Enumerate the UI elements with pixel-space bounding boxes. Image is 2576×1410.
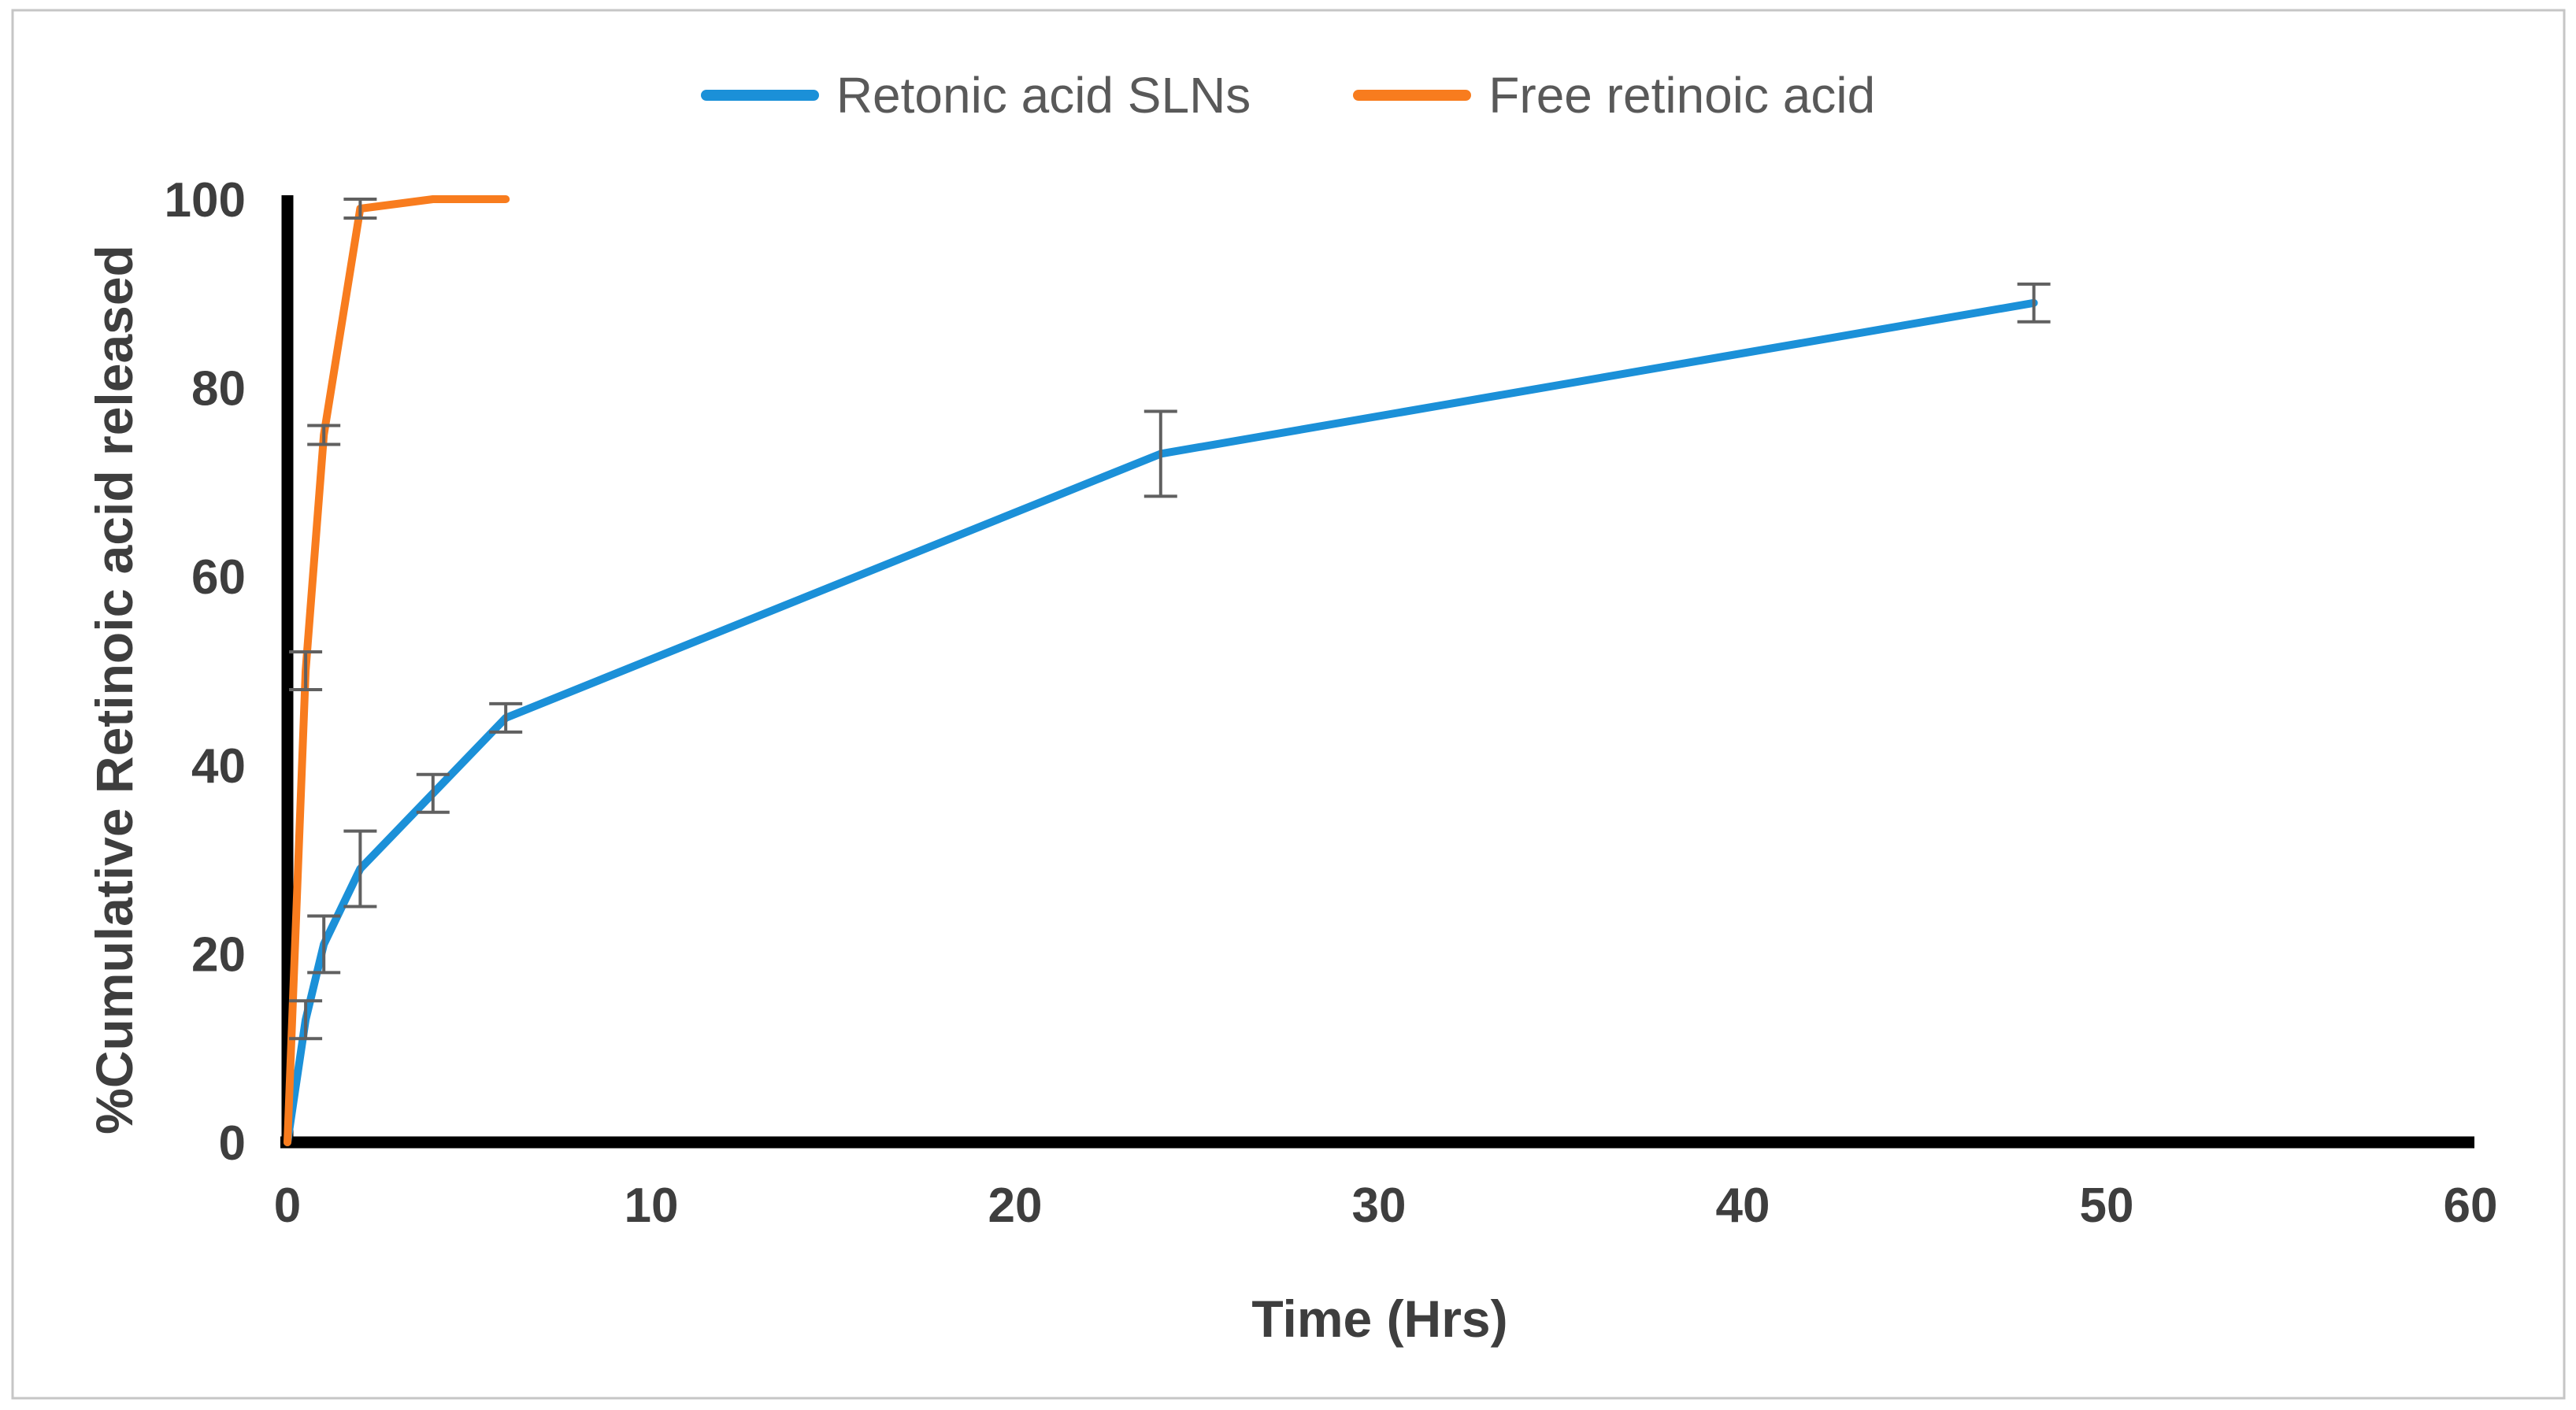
legend-label: Retonic acid SLNs <box>836 67 1251 124</box>
figure-border <box>11 9 2566 1400</box>
series-line <box>284 298 2038 1146</box>
y-tick-label: 20 <box>191 927 246 982</box>
y-tick-label: 100 <box>165 173 246 228</box>
x-tick-label: 50 <box>2080 1179 2134 1233</box>
x-tick-label: 10 <box>625 1179 679 1233</box>
x-tick-label: 0 <box>274 1179 301 1233</box>
y-tick-label: 40 <box>191 739 246 794</box>
y-tick-label: 0 <box>219 1116 246 1171</box>
x-tick-label: 60 <box>2444 1179 2498 1233</box>
x-axis-title: Time (Hrs) <box>1251 1290 1507 1348</box>
plot-area: 0 10 20 30 40 50 60 0 20 40 60 80 100 <box>165 173 2498 1233</box>
x-tick-label: 40 <box>1716 1179 1770 1233</box>
legend-item-sln: Retonic acid SLNs <box>700 66 1251 124</box>
legend-label: Free retinoic acid <box>1488 67 1876 124</box>
legend-line-swatch-blue <box>700 90 819 101</box>
legend: Retonic acid SLNs Free retinoic acid <box>0 66 2576 124</box>
y-axis-title: %Cumulative Retinoic acid released <box>85 245 143 1134</box>
x-tick-label: 30 <box>1352 1179 1407 1233</box>
y-tick-label: 60 <box>191 550 246 605</box>
series-line <box>284 195 510 1146</box>
legend-line-swatch-orange <box>1353 90 1472 101</box>
y-tick-label: 80 <box>191 362 246 416</box>
legend-item-free: Free retinoic acid <box>1353 66 1875 124</box>
x-tick-label: 20 <box>988 1179 1043 1233</box>
